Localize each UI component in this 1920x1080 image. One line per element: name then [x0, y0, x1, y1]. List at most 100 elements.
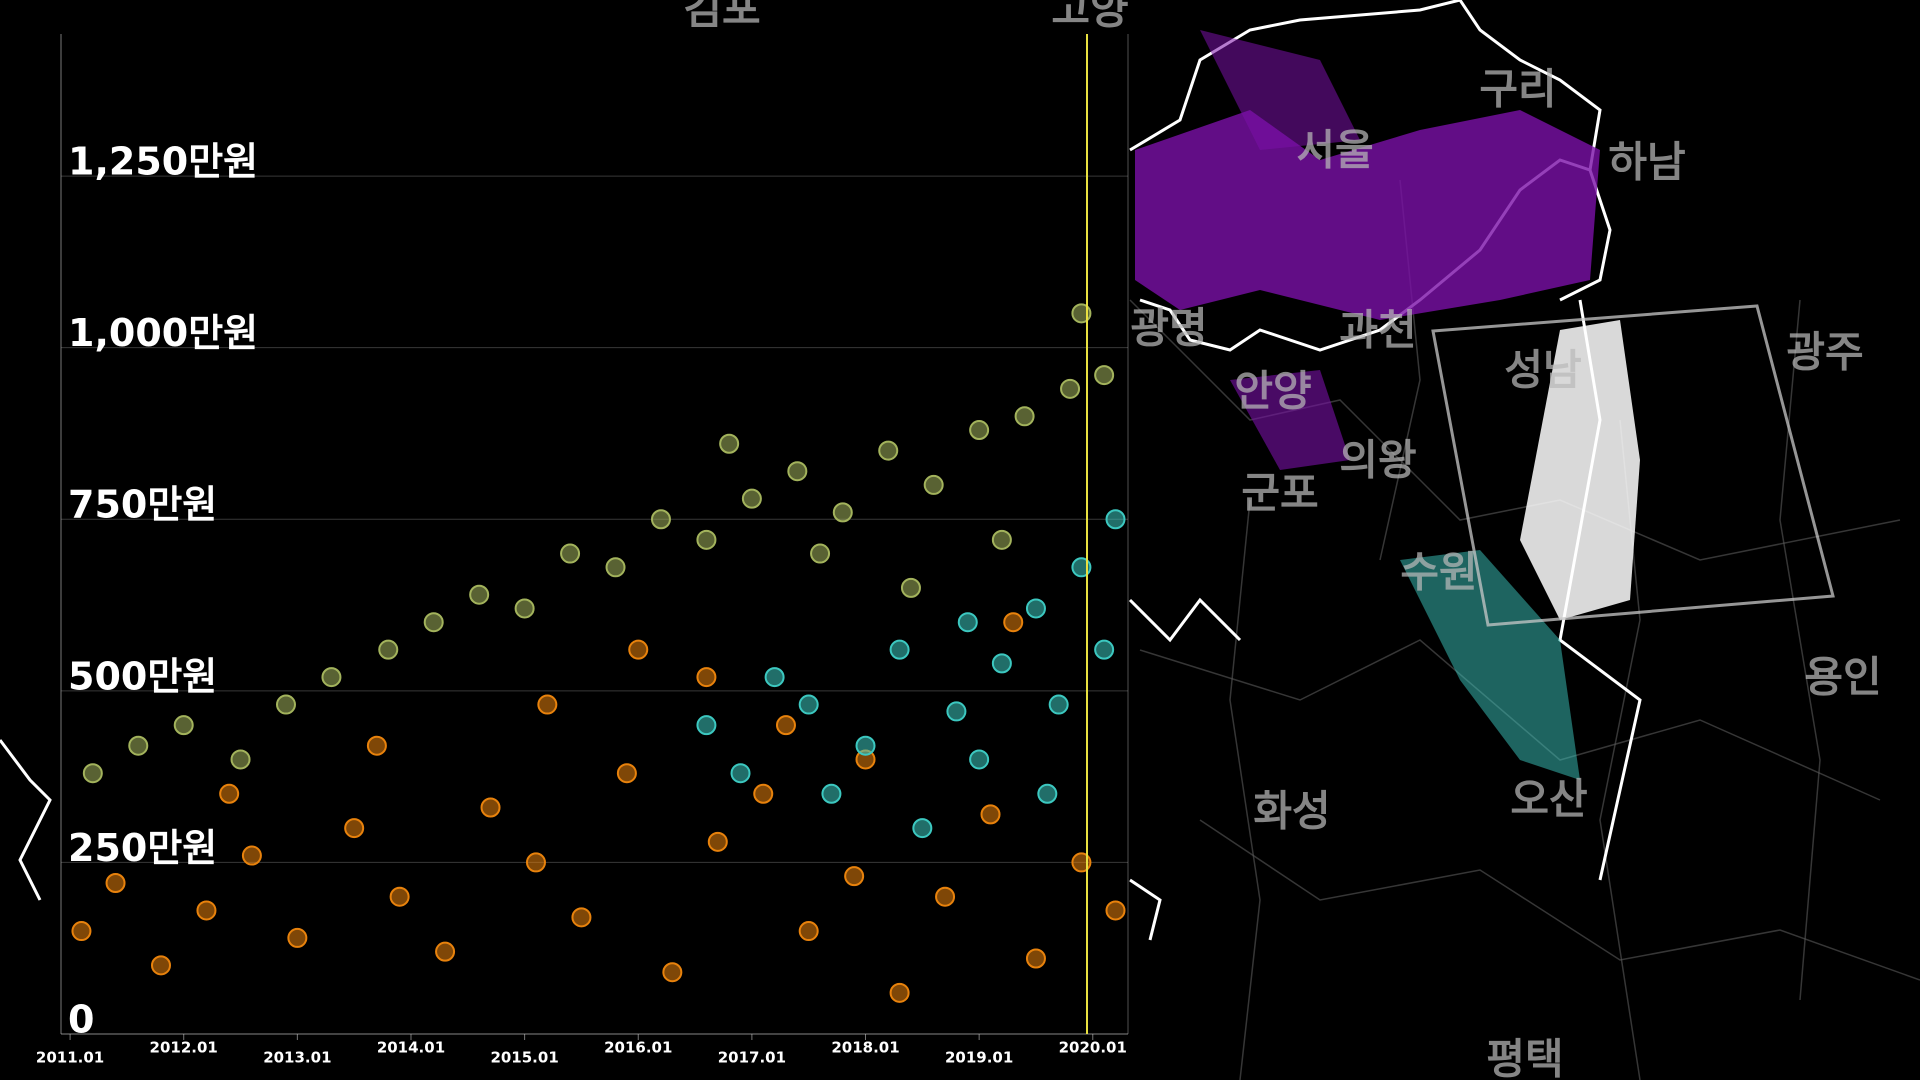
point — [650, 509, 671, 530]
point — [605, 557, 626, 578]
x-tick-label: 2018.01 — [831, 1039, 899, 1057]
map-label: 의왕 — [1339, 436, 1416, 485]
x-tick-label: 2017.01 — [718, 1049, 786, 1067]
points — [71, 303, 1126, 1003]
point — [775, 715, 796, 736]
point — [1071, 852, 1092, 873]
point — [423, 612, 444, 633]
map-label: 과천 — [1339, 306, 1416, 355]
point — [389, 886, 410, 907]
point — [537, 694, 558, 715]
point — [821, 783, 842, 804]
point — [787, 461, 808, 482]
point — [730, 763, 751, 784]
point — [741, 488, 762, 509]
point — [1025, 598, 1046, 619]
point — [991, 529, 1012, 550]
point — [844, 866, 865, 887]
y-tick-label: 1,000만원 — [68, 311, 258, 355]
x-tick-label: 2020.01 — [1059, 1039, 1127, 1057]
map-label: 화성 — [1253, 787, 1330, 836]
point — [889, 639, 910, 660]
point — [1105, 900, 1126, 921]
map-label: 광명 — [1130, 304, 1207, 353]
point — [764, 667, 785, 688]
point — [469, 584, 490, 605]
point — [969, 749, 990, 770]
point — [889, 982, 910, 1003]
point — [900, 577, 921, 598]
point — [560, 543, 581, 564]
point — [923, 474, 944, 495]
point — [1071, 557, 1092, 578]
point — [128, 735, 149, 756]
x-tick-label: 2019.01 — [945, 1049, 1013, 1067]
point — [991, 653, 1012, 674]
anyang-density — [1230, 370, 1350, 470]
point — [321, 667, 342, 688]
point — [82, 763, 103, 784]
point — [719, 433, 740, 454]
point — [150, 955, 171, 976]
point — [1048, 694, 1069, 715]
point — [275, 694, 296, 715]
y-tick-label: 250만원 — [68, 826, 217, 870]
point — [435, 941, 456, 962]
focus-box — [1431, 304, 1835, 627]
y-tick-label: 0 — [68, 998, 94, 1042]
point — [957, 612, 978, 633]
point — [105, 873, 126, 894]
point — [969, 420, 990, 441]
point — [241, 845, 262, 866]
point — [230, 749, 251, 770]
point — [1060, 378, 1081, 399]
point — [707, 831, 728, 852]
map-label: 김포 — [683, 0, 760, 34]
map-label: 오산 — [1510, 775, 1587, 824]
y-tick-label: 1,250만원 — [68, 140, 258, 184]
point — [753, 783, 774, 804]
seoul-density — [1135, 110, 1600, 320]
point — [798, 694, 819, 715]
y-tick-label: 750만원 — [68, 483, 217, 527]
grid — [61, 175, 1128, 1035]
point — [514, 598, 535, 619]
point — [946, 701, 967, 722]
point — [878, 440, 899, 461]
map-label: 구리 — [1479, 65, 1556, 114]
point — [196, 900, 217, 921]
point — [366, 735, 387, 756]
point — [1094, 639, 1115, 660]
point — [525, 852, 546, 873]
map-label: 광주 — [1786, 328, 1863, 377]
map-label: 성남 — [1504, 346, 1581, 395]
map-label: 용인 — [1804, 653, 1881, 702]
map-label: 고양 — [1051, 0, 1128, 34]
point — [1037, 783, 1058, 804]
point — [980, 804, 1001, 825]
goyang-density — [1200, 30, 1360, 150]
map-label: 안양 — [1234, 367, 1311, 416]
map-label: 평택 — [1486, 1035, 1563, 1080]
point — [912, 818, 933, 839]
map-label: 군포 — [1241, 469, 1318, 518]
point — [696, 529, 717, 550]
map-label: 수원 — [1400, 548, 1477, 597]
x-tick-label: 2013.01 — [263, 1049, 331, 1067]
x-tick-label: 2012.01 — [150, 1039, 218, 1057]
point — [1071, 303, 1092, 324]
point — [571, 907, 592, 928]
point — [219, 783, 240, 804]
point — [696, 667, 717, 688]
point — [616, 763, 637, 784]
point — [628, 639, 649, 660]
x-tick-label: 2014.01 — [377, 1039, 445, 1057]
y-tick-label: 500만원 — [68, 654, 217, 698]
point — [1094, 365, 1115, 386]
point — [378, 639, 399, 660]
suwon-density — [1400, 550, 1580, 780]
point — [480, 797, 501, 818]
point — [855, 735, 876, 756]
